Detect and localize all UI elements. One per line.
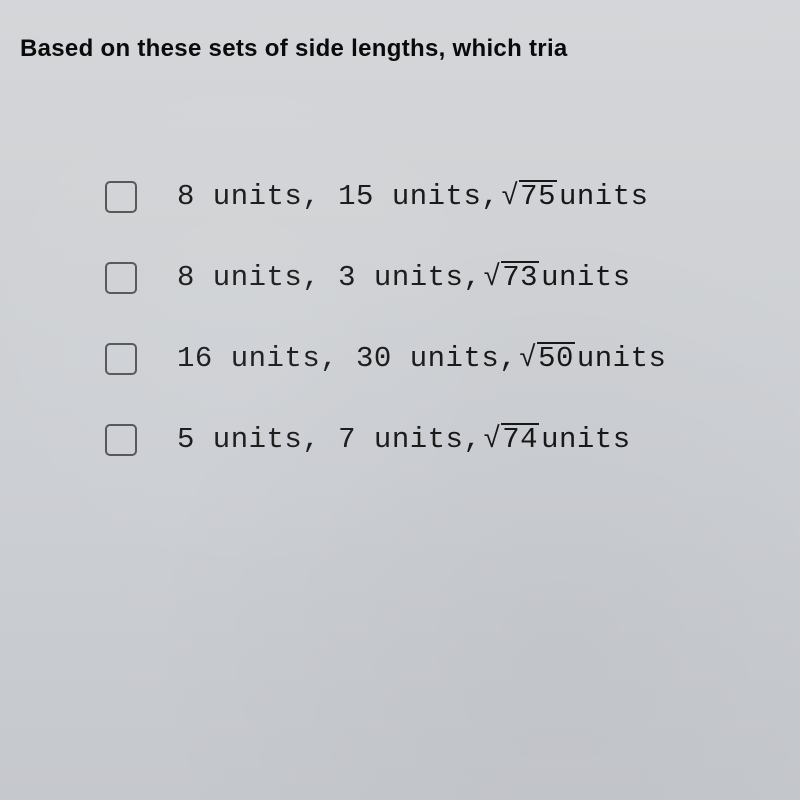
sqrt-argument: 75 [519,180,557,211]
list-item: 16 units, 30 units, √ 50 units [105,342,755,375]
sqrt-expression: √ 74 [483,423,539,456]
checkbox-option-3[interactable] [105,343,137,375]
sqrt-argument: 50 [537,342,575,373]
option-label: 8 units, 15 units, √ 75 units [177,180,649,213]
sqrt-expression: √ 73 [483,261,539,294]
radical-icon: √ [483,423,501,456]
options-list: 8 units, 15 units, √ 75 units 8 units, 3… [105,180,755,504]
list-item: 8 units, 3 units, √ 73 units [105,261,755,294]
sqrt-expression: √ 75 [501,180,557,213]
option-text-part: units [541,423,631,456]
option-text-part: 16 units, 30 units, [177,342,517,375]
sqrt-expression: √ 50 [519,342,575,375]
option-text-part: units [541,261,631,294]
radical-icon: √ [519,342,537,375]
sqrt-argument: 74 [501,423,539,454]
checkbox-option-1[interactable] [105,181,137,213]
list-item: 5 units, 7 units, √ 74 units [105,423,755,456]
option-label: 5 units, 7 units, √ 74 units [177,423,631,456]
option-text-part: 8 units, 3 units, [177,261,481,294]
radical-icon: √ [501,180,519,213]
option-label: 8 units, 3 units, √ 73 units [177,261,631,294]
question-prompt: Based on these sets of side lengths, whi… [20,35,568,63]
sqrt-argument: 73 [501,261,539,292]
option-text-part: 5 units, 7 units, [177,423,481,456]
option-text-part: 8 units, 15 units, [177,180,499,213]
option-text-part: units [559,180,649,213]
radical-icon: √ [483,261,501,294]
list-item: 8 units, 15 units, √ 75 units [105,180,755,213]
checkbox-option-2[interactable] [105,262,137,294]
option-text-part: units [577,342,667,375]
checkbox-option-4[interactable] [105,424,137,456]
option-label: 16 units, 30 units, √ 50 units [177,342,666,375]
